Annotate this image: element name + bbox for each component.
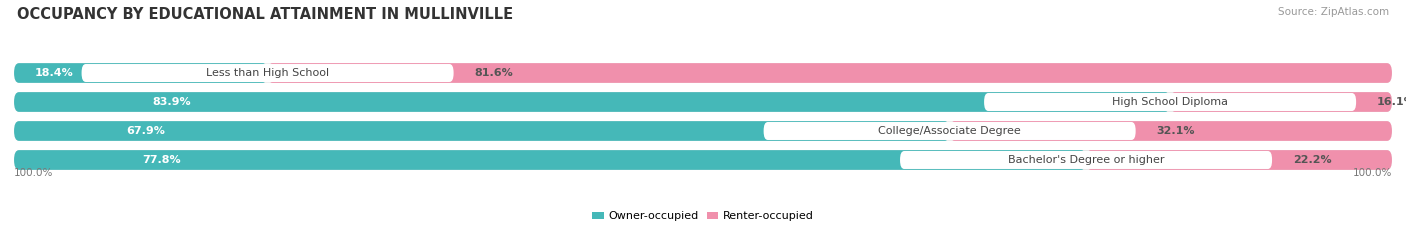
FancyBboxPatch shape xyxy=(14,121,949,141)
Text: 81.6%: 81.6% xyxy=(474,68,513,78)
FancyBboxPatch shape xyxy=(14,121,1392,141)
Text: OCCUPANCY BY EDUCATIONAL ATTAINMENT IN MULLINVILLE: OCCUPANCY BY EDUCATIONAL ATTAINMENT IN M… xyxy=(17,7,513,22)
FancyBboxPatch shape xyxy=(949,121,1392,141)
FancyBboxPatch shape xyxy=(267,63,1392,83)
FancyBboxPatch shape xyxy=(14,150,1085,170)
Text: 67.9%: 67.9% xyxy=(127,126,165,136)
Text: Source: ZipAtlas.com: Source: ZipAtlas.com xyxy=(1278,7,1389,17)
FancyBboxPatch shape xyxy=(14,92,1170,112)
FancyBboxPatch shape xyxy=(14,150,1392,170)
FancyBboxPatch shape xyxy=(14,63,267,83)
Text: Less than High School: Less than High School xyxy=(207,68,329,78)
Text: 22.2%: 22.2% xyxy=(1292,155,1331,165)
Legend: Owner-occupied, Renter-occupied: Owner-occupied, Renter-occupied xyxy=(588,207,818,226)
Text: 32.1%: 32.1% xyxy=(1156,126,1195,136)
Text: College/Associate Degree: College/Associate Degree xyxy=(879,126,1021,136)
FancyBboxPatch shape xyxy=(14,92,1392,112)
FancyBboxPatch shape xyxy=(1085,150,1392,170)
Text: 77.8%: 77.8% xyxy=(142,155,181,165)
FancyBboxPatch shape xyxy=(82,64,454,82)
Text: Bachelor's Degree or higher: Bachelor's Degree or higher xyxy=(1008,155,1164,165)
Text: 16.1%: 16.1% xyxy=(1376,97,1406,107)
Text: High School Diploma: High School Diploma xyxy=(1112,97,1227,107)
FancyBboxPatch shape xyxy=(984,93,1357,111)
FancyBboxPatch shape xyxy=(900,151,1272,169)
Text: 100.0%: 100.0% xyxy=(1353,168,1392,178)
Text: 83.9%: 83.9% xyxy=(153,97,191,107)
FancyBboxPatch shape xyxy=(14,63,1392,83)
Text: 18.4%: 18.4% xyxy=(34,68,73,78)
Text: 100.0%: 100.0% xyxy=(14,168,53,178)
FancyBboxPatch shape xyxy=(1170,92,1392,112)
FancyBboxPatch shape xyxy=(763,122,1136,140)
